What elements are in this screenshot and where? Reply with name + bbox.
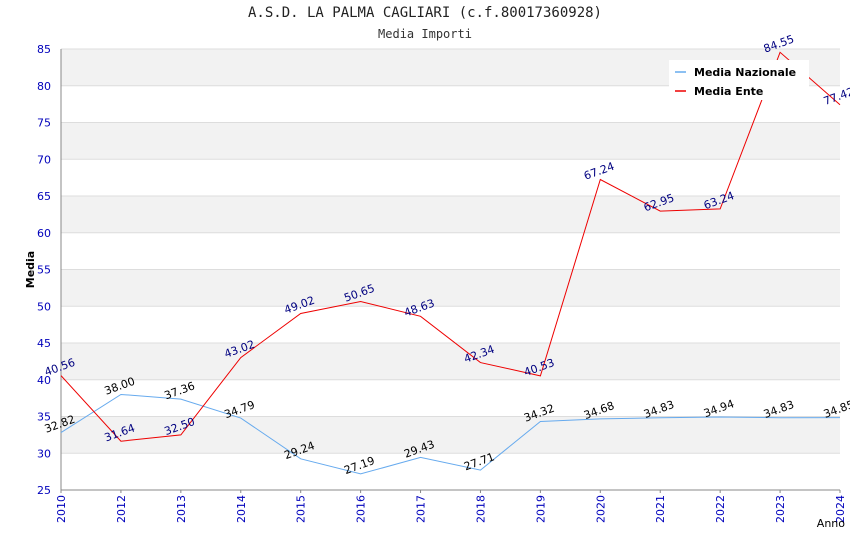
y-tick-label: 75 — [37, 117, 51, 130]
legend-label: Media Ente — [694, 85, 763, 98]
x-tick-label: 2023 — [774, 495, 787, 523]
x-tick-label: 2021 — [654, 495, 667, 523]
x-tick-label: 2015 — [295, 495, 308, 523]
chart-subtitle: Media Importi — [378, 27, 472, 41]
y-tick-label: 30 — [37, 447, 51, 460]
chart-title: A.S.D. LA PALMA CAGLIARI (c.f.8001736092… — [247, 5, 602, 21]
grid-band — [61, 269, 840, 307]
y-tick-label: 60 — [37, 227, 51, 240]
x-tick-label: 2020 — [594, 495, 607, 523]
series-line-media-nazionale — [60, 393, 841, 475]
y-tick-label: 70 — [37, 153, 51, 166]
x-tick-label: 2019 — [534, 495, 547, 523]
grid-band — [61, 343, 840, 380]
x-tick-label: 2022 — [714, 495, 727, 523]
series-line-media-ente — [60, 51, 841, 442]
x-tick-label: 2013 — [175, 495, 188, 523]
y-tick-label: 35 — [37, 411, 51, 424]
y-tick-label: 25 — [37, 484, 51, 497]
grid-band — [61, 122, 840, 160]
x-tick-label: 2024 — [834, 495, 847, 523]
x-axis-title: Anno — [817, 517, 845, 530]
y-tick-label: 50 — [37, 300, 51, 313]
legend-label: Media Nazionale — [694, 66, 796, 79]
grid-band — [61, 196, 840, 233]
x-tick-label: 2014 — [235, 495, 248, 523]
y-tick-label: 65 — [37, 190, 51, 203]
x-tick-label: 2010 — [55, 495, 68, 523]
data-label: 77.42 — [822, 85, 850, 108]
legend-box — [669, 60, 809, 100]
y-tick-label: 55 — [37, 264, 51, 277]
y-tick-label: 45 — [37, 337, 51, 350]
y-tick-label: 80 — [37, 80, 51, 93]
x-tick-label: 2018 — [474, 495, 487, 523]
y-tick-label: 85 — [37, 43, 51, 56]
y-axis-title: Media — [24, 251, 37, 288]
y-tick-label: 40 — [37, 374, 51, 387]
x-tick-label: 2012 — [115, 495, 128, 523]
data-label: 67.24 — [582, 160, 616, 183]
x-tick-label: 2016 — [355, 495, 368, 523]
x-tick-label: 2017 — [415, 495, 428, 523]
